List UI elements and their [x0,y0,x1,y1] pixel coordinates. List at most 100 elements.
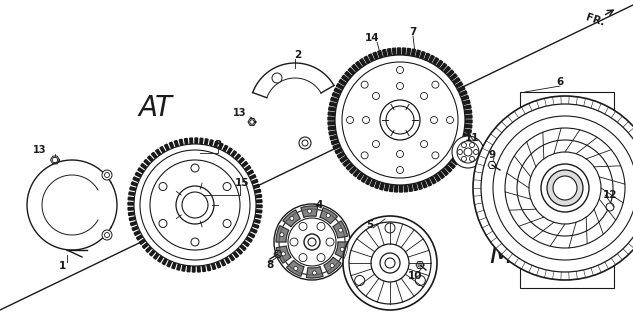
Circle shape [159,182,167,190]
Circle shape [326,213,330,218]
Polygon shape [329,126,335,130]
Polygon shape [366,177,372,185]
Polygon shape [352,65,358,72]
Polygon shape [399,185,403,192]
Polygon shape [146,246,152,252]
Polygon shape [137,235,143,240]
Polygon shape [378,51,382,58]
Text: 6: 6 [556,77,563,87]
Polygon shape [179,139,183,146]
Text: 10: 10 [408,271,422,281]
Polygon shape [128,207,134,210]
Polygon shape [135,172,142,177]
Circle shape [452,136,484,168]
Polygon shape [218,143,223,150]
Circle shape [420,92,427,100]
Polygon shape [192,266,195,272]
Polygon shape [151,152,157,159]
Polygon shape [216,261,221,268]
Circle shape [281,252,285,256]
Polygon shape [254,219,260,223]
Polygon shape [407,48,411,56]
Polygon shape [458,147,466,152]
Polygon shape [451,158,458,165]
Circle shape [380,253,400,273]
Circle shape [380,100,420,140]
Polygon shape [445,165,452,172]
Polygon shape [346,163,353,170]
Circle shape [396,83,403,90]
Circle shape [361,81,368,88]
Text: 7: 7 [410,27,417,37]
Polygon shape [368,54,374,61]
Polygon shape [463,105,471,109]
Circle shape [274,204,350,280]
Circle shape [317,222,325,230]
Polygon shape [330,135,337,140]
Polygon shape [255,195,261,198]
Circle shape [326,238,334,246]
Circle shape [541,164,589,212]
Circle shape [223,220,231,228]
Polygon shape [460,142,468,148]
Polygon shape [357,172,363,180]
Polygon shape [132,226,139,231]
Polygon shape [408,184,413,191]
Circle shape [372,92,379,100]
Circle shape [349,222,431,304]
Polygon shape [247,170,253,175]
Polygon shape [229,254,234,261]
Polygon shape [167,260,172,267]
Polygon shape [348,68,355,75]
Polygon shape [416,50,420,58]
Polygon shape [210,140,213,146]
Polygon shape [328,122,335,125]
Polygon shape [204,139,208,145]
Polygon shape [254,189,261,193]
Polygon shape [220,259,225,266]
Polygon shape [214,141,218,148]
Circle shape [335,55,465,185]
Polygon shape [429,55,434,63]
Text: 12: 12 [603,190,617,200]
Polygon shape [364,56,370,64]
Polygon shape [335,148,342,154]
Polygon shape [339,79,346,85]
Circle shape [302,140,308,146]
Circle shape [299,222,307,230]
Circle shape [354,276,365,285]
Polygon shape [432,58,439,65]
Circle shape [371,244,409,282]
Polygon shape [333,221,348,238]
Polygon shape [465,110,472,114]
Circle shape [473,96,633,280]
Polygon shape [440,63,447,70]
Polygon shape [387,49,391,56]
Polygon shape [243,241,249,246]
Polygon shape [160,147,165,153]
Circle shape [299,253,307,261]
Polygon shape [190,138,192,144]
Circle shape [461,143,467,148]
Circle shape [102,170,112,180]
Polygon shape [138,168,144,173]
Circle shape [288,218,336,266]
Polygon shape [360,59,366,66]
Circle shape [330,264,334,268]
Polygon shape [426,179,432,186]
Circle shape [547,170,583,206]
Polygon shape [246,237,252,242]
Circle shape [182,192,208,218]
Circle shape [446,116,453,124]
Circle shape [339,228,342,232]
Polygon shape [331,140,339,145]
Polygon shape [130,221,137,226]
Polygon shape [238,158,244,164]
Circle shape [290,238,298,246]
Polygon shape [200,138,203,144]
Polygon shape [211,263,216,269]
Polygon shape [332,92,340,98]
Polygon shape [375,181,380,188]
Text: 11: 11 [465,133,479,143]
Polygon shape [384,183,389,191]
